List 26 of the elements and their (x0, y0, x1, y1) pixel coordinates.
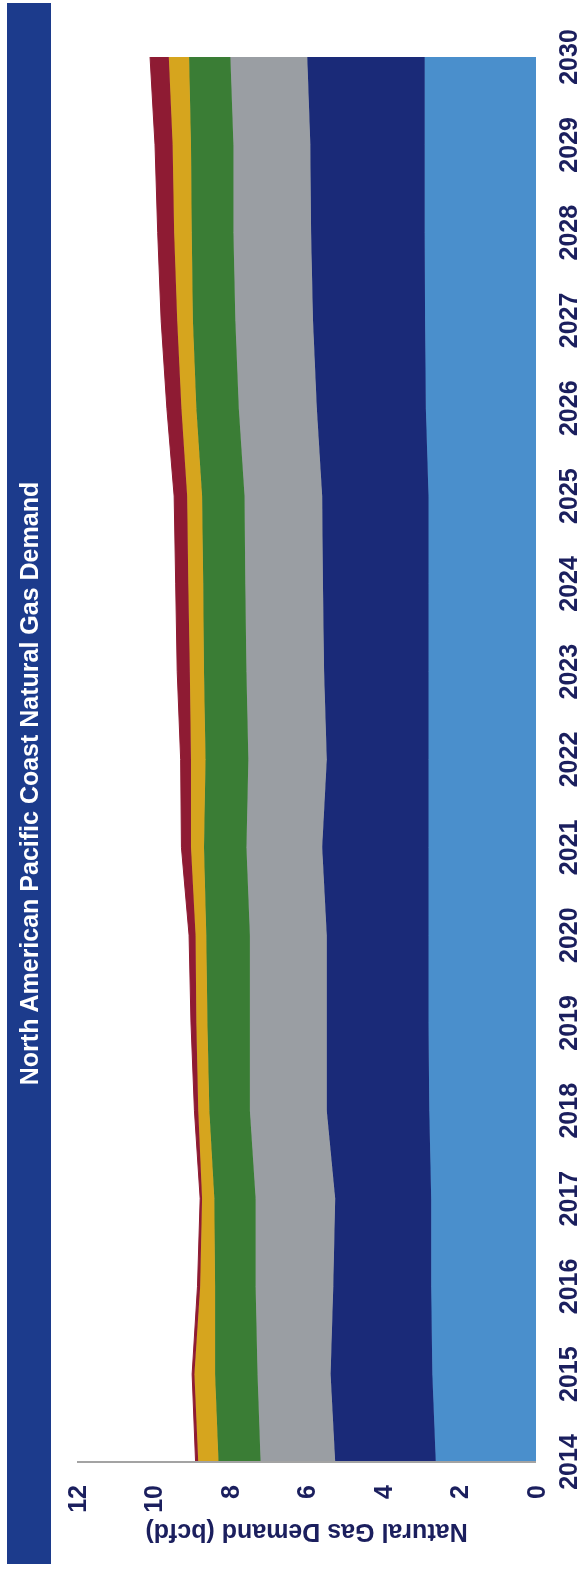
x-tick-label: 10 (139, 1485, 168, 1513)
y-tick-label: 2023 (553, 643, 581, 700)
y-tick-label: 2017 (553, 1170, 581, 1227)
y-tick-label: 2015 (553, 1346, 581, 1402)
y-tick-label: 2027 (553, 292, 581, 349)
y-tick-label: 2014 (553, 1434, 581, 1490)
y-tick-label: 2022 (553, 731, 581, 788)
x-tick-label: 4 (368, 1484, 397, 1499)
text: North American Pacific Coast Natural Gas Demand (14, 481, 44, 1086)
y-tick-label: 2028 (553, 204, 581, 261)
x-tick-label: 12 (62, 1485, 91, 1513)
y-tick-label: 2030 (553, 29, 581, 85)
y-tick-label: 2026 (553, 380, 581, 437)
y-tick-label: 2018 (553, 1082, 581, 1139)
y-tick-label: 2020 (553, 907, 581, 963)
y-tick-label: 2021 (553, 819, 581, 876)
y-tick-label: 2016 (553, 1258, 581, 1315)
y-tick-label: 2025 (553, 468, 581, 524)
y-tick-label: 2019 (553, 995, 581, 1051)
x-tick-label: 6 (292, 1485, 321, 1499)
x-axis-title: Natural Gas Demand (bcfd) (145, 1519, 468, 1547)
y-tick-label: 2024 (553, 555, 581, 612)
y-tick-label: 2029 (553, 117, 581, 173)
x-tick-label: 0 (521, 1485, 550, 1499)
x-tick-label: 8 (215, 1484, 244, 1499)
x-tick-label: 2 (445, 1485, 474, 1499)
